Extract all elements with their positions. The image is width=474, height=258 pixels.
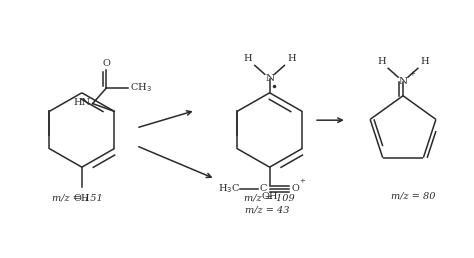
Text: O: O — [102, 59, 110, 68]
Text: N: N — [265, 74, 274, 83]
Text: +: + — [409, 70, 415, 78]
Text: OH: OH — [261, 192, 278, 201]
Text: OH: OH — [73, 194, 90, 203]
Text: H: H — [420, 57, 429, 66]
Text: O: O — [292, 184, 299, 193]
Text: H: H — [287, 54, 296, 63]
Text: HN: HN — [73, 98, 91, 107]
Text: N: N — [399, 77, 408, 86]
Text: H$_3$C: H$_3$C — [218, 182, 240, 195]
Text: H: H — [377, 57, 386, 66]
Text: m/z = 43: m/z = 43 — [246, 206, 290, 215]
Text: +: + — [300, 177, 305, 185]
Text: m/z = 80: m/z = 80 — [391, 191, 435, 200]
Text: m/z = 109: m/z = 109 — [244, 194, 295, 203]
Text: H: H — [244, 54, 252, 63]
Text: C: C — [260, 184, 267, 193]
Text: CH$_3$: CH$_3$ — [130, 82, 152, 94]
Text: m/z = 151: m/z = 151 — [52, 194, 102, 203]
